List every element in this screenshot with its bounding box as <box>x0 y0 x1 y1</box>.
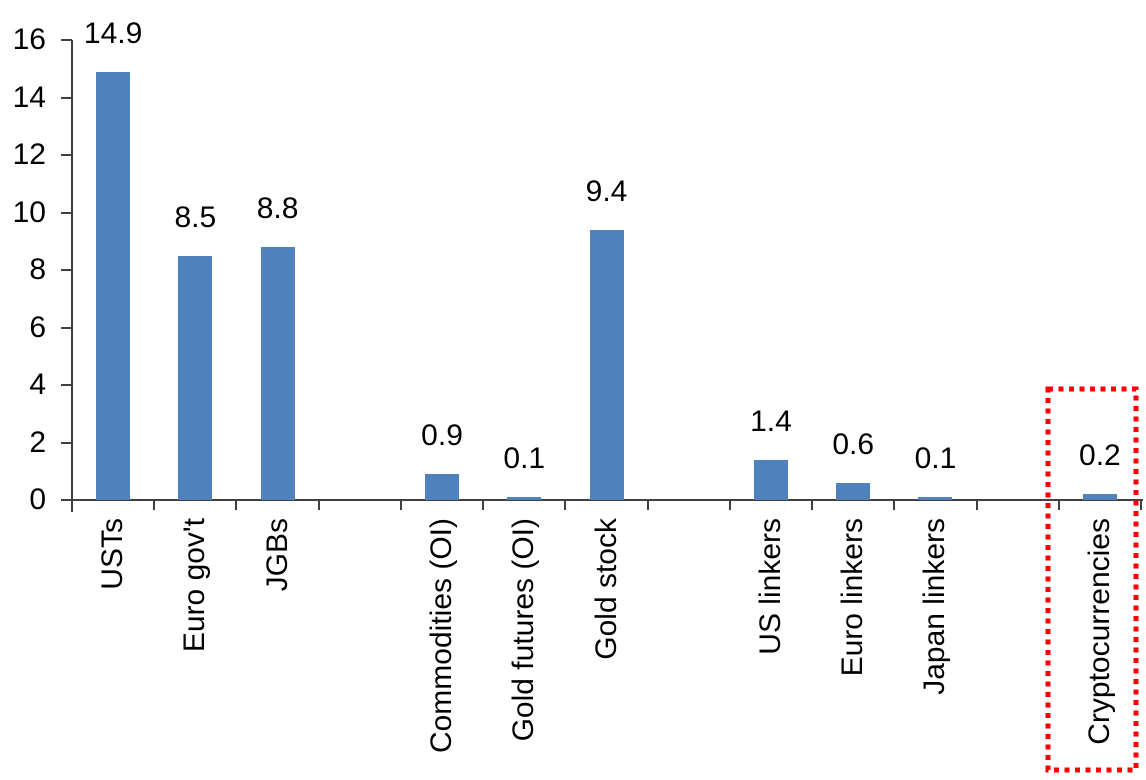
y-tick <box>61 269 72 271</box>
x-category-label: JGBs <box>260 518 294 592</box>
x-category-label: US linkers <box>753 518 787 655</box>
x-tick <box>235 500 238 510</box>
bar-value-label: 0.1 <box>503 442 546 476</box>
y-tick-label: 4 <box>29 368 46 401</box>
bar <box>1082 494 1117 500</box>
y-tick-label: 8 <box>29 253 46 286</box>
bar <box>260 247 295 500</box>
bar-value-label: 14.9 <box>83 16 143 50</box>
x-category-label: Euro gov't <box>178 518 212 653</box>
bar <box>836 482 871 500</box>
bar <box>753 459 788 500</box>
x-category-label: Gold futures (OI) <box>507 518 541 742</box>
y-tick <box>61 326 72 329</box>
x-tick <box>1057 500 1060 510</box>
y-tick-label: 6 <box>29 310 46 344</box>
bar <box>507 497 542 500</box>
y-tick <box>61 499 72 501</box>
bar-value-label: 0.9 <box>421 419 463 453</box>
x-category-label: Gold stock <box>589 518 623 660</box>
x-tick <box>728 500 731 510</box>
x-category-label: Japan linkers <box>918 518 952 695</box>
bar <box>918 497 953 500</box>
y-tick <box>61 39 72 41</box>
y-tick-label: 2 <box>29 425 46 459</box>
x-tick <box>71 500 73 510</box>
y-tick-label: 12 <box>12 138 46 171</box>
x-tick <box>399 500 402 510</box>
bar-value-label: 0.1 <box>914 442 957 476</box>
x-tick <box>975 500 978 510</box>
y-tick <box>61 441 72 444</box>
y-axis-line <box>71 40 73 512</box>
bar-value-label: 0.2 <box>1079 439 1121 473</box>
bar-value-label: 8.5 <box>174 200 217 234</box>
y-tick-label: 0 <box>29 483 46 516</box>
x-tick <box>317 500 320 510</box>
x-category-label: Euro linkers <box>836 518 870 677</box>
y-tick-label: 14 <box>12 80 46 114</box>
y-tick <box>61 211 72 214</box>
bar-value-label: 1.4 <box>750 404 792 438</box>
x-tick <box>646 500 649 510</box>
y-tick <box>61 154 72 156</box>
bar <box>178 255 213 500</box>
y-tick <box>61 384 72 386</box>
x-category-label: Cryptocurrencies <box>1082 518 1116 745</box>
bar-value-label: 9.4 <box>585 174 628 208</box>
x-tick <box>153 500 156 510</box>
x-category-label: USTs <box>96 518 130 590</box>
bar-value-label: 0.6 <box>832 427 875 461</box>
x-tick <box>1140 500 1142 510</box>
y-tick-label: 16 <box>12 23 46 56</box>
x-axis-line <box>71 499 1143 501</box>
x-tick <box>893 500 896 510</box>
x-tick <box>482 500 485 510</box>
bar <box>425 474 460 500</box>
bar <box>589 229 624 500</box>
y-tick <box>61 96 72 99</box>
y-tick-label: 10 <box>12 195 46 229</box>
bar <box>96 71 131 500</box>
x-tick <box>564 500 567 510</box>
bar-value-label: 8.8 <box>256 192 299 225</box>
x-category-label: Commodities (OI) <box>425 518 459 754</box>
x-tick <box>811 500 814 510</box>
